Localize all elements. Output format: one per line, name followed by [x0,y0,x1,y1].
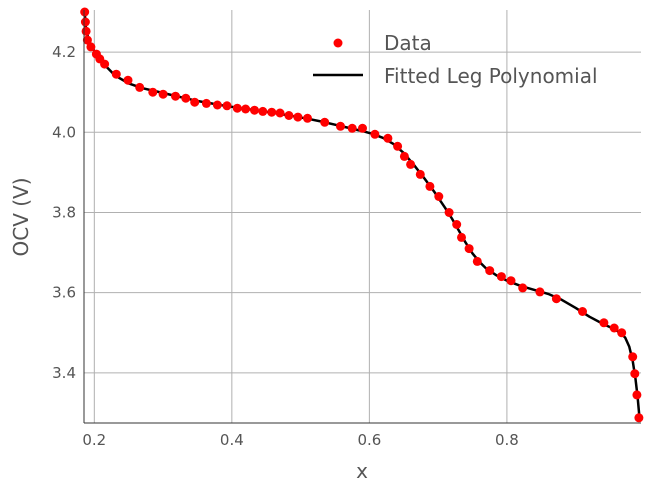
x-tick-label: 0.2 [82,431,106,449]
data-point [258,106,268,116]
y-tick-label: 3.6 [52,284,76,302]
data-point [267,107,277,117]
x-tick-label: 0.8 [495,431,519,449]
data-point [485,266,495,276]
data-point [190,97,200,107]
data-point [406,159,416,169]
data-point [212,100,222,110]
data-point [275,108,285,118]
data-point [80,7,90,17]
data-point [336,121,345,131]
data-point [370,129,380,139]
y-axis-label: OCV (V) [9,177,33,256]
data-point [535,287,545,297]
data-point [578,307,587,316]
data-point [171,91,180,101]
x-tick-label: 0.4 [220,431,244,449]
data-point [632,390,642,400]
legend-label-fit: Fitted Leg Polynomial [384,64,598,88]
data-point [86,42,96,52]
data-point [609,323,619,333]
y-tick-label: 4.0 [52,123,76,141]
data-point [135,82,145,92]
data-point [82,35,92,45]
data-point [293,112,303,122]
data-point [399,151,409,161]
data-point [457,232,466,242]
tick-labels: 0.2 0.4 0.6 0.8 3.4 3.6 3.8 4.0 4.2 [52,43,519,449]
data-point [630,369,640,379]
data-point [617,328,627,338]
data-point [250,105,259,115]
data-point [452,220,462,229]
data-point [551,294,561,304]
data-point [284,111,294,120]
data-point [303,113,312,123]
data-point [123,75,133,85]
y-tick-label: 3.8 [52,203,76,221]
data-point [222,101,232,111]
axes [83,10,641,424]
x-axis-label: x [356,459,368,483]
data-point [358,123,367,133]
x-tick-label: 0.6 [357,431,381,449]
data-point [425,181,435,191]
legend-label-data: Data [384,31,432,55]
data-point [496,272,506,282]
data-point [241,104,251,114]
data-point [472,256,482,266]
data-point [232,103,242,113]
data-point [148,87,158,97]
data-point [464,244,474,254]
data-point [434,192,444,201]
data-point [634,413,644,423]
data-point [628,352,638,362]
data-point [320,117,330,127]
data-point [599,318,609,328]
data-point [393,141,403,151]
data-point [518,283,528,293]
data-points-layer [80,7,644,423]
legend: Data Fitted Leg Polynomial [313,31,598,88]
data-point [111,69,121,79]
y-tick-label: 4.2 [52,43,76,61]
data-point [444,208,454,217]
data-point [383,133,393,143]
data-point [181,93,191,103]
data-point [347,123,357,133]
data-point [201,98,211,108]
y-tick-label: 3.4 [52,364,76,382]
data-point [415,169,425,179]
data-point [506,276,516,286]
grid-lines [84,10,641,423]
data-point [158,89,168,99]
data-point [81,26,91,36]
legend-marker-data [333,38,343,48]
data-point [80,17,90,27]
data-point [100,59,110,69]
